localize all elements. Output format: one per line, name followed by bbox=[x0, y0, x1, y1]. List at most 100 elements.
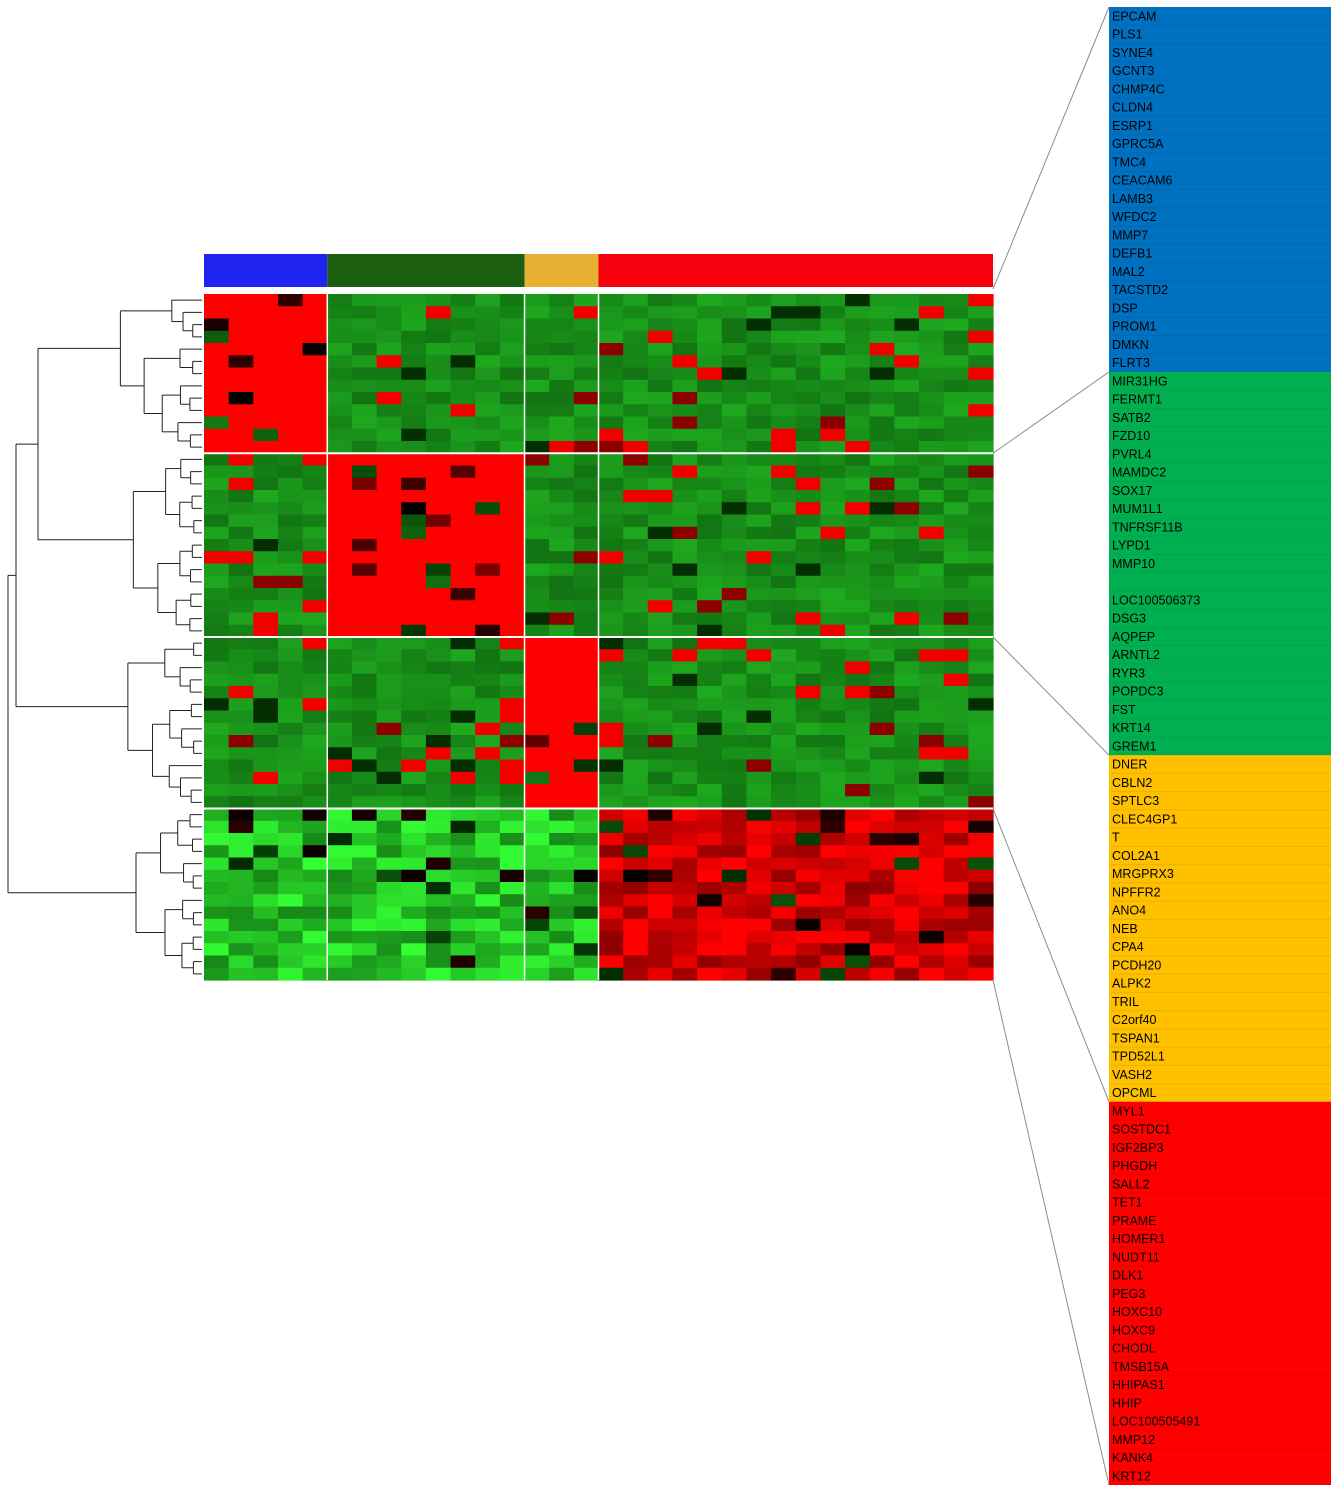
heatmap-cell bbox=[845, 661, 871, 675]
heatmap-cell bbox=[450, 318, 476, 332]
heatmap-cell bbox=[869, 428, 895, 442]
gene-label: PEG3 bbox=[1112, 1287, 1145, 1301]
heatmap-cell bbox=[573, 955, 600, 969]
heatmap-cell bbox=[894, 318, 920, 332]
heatmap-cell bbox=[697, 673, 723, 687]
heatmap-cell bbox=[894, 869, 920, 883]
heatmap-cell bbox=[795, 575, 822, 589]
heatmap-cell bbox=[450, 931, 476, 944]
heatmap-cell bbox=[524, 428, 550, 442]
heatmap-cell bbox=[598, 808, 624, 822]
heatmap-cell bbox=[697, 894, 723, 908]
heatmap-cell bbox=[475, 649, 501, 663]
heatmap-cell bbox=[425, 637, 452, 650]
heatmap-cell bbox=[672, 882, 698, 895]
heatmap-cell bbox=[647, 808, 674, 822]
heatmap-cell bbox=[549, 943, 575, 957]
heatmap-cell bbox=[351, 453, 378, 467]
heatmap-cell bbox=[351, 575, 378, 589]
heatmap-cell bbox=[968, 575, 994, 589]
heatmap-cell bbox=[721, 722, 748, 736]
heatmap-cell bbox=[376, 649, 402, 663]
heatmap-cell bbox=[697, 710, 723, 724]
heatmap-cell bbox=[894, 796, 920, 810]
heatmap-cell bbox=[277, 453, 304, 467]
heatmap-cell bbox=[204, 845, 230, 859]
heatmap-cell bbox=[721, 526, 748, 540]
heatmap-cell bbox=[204, 465, 230, 479]
heatmap-cell bbox=[869, 820, 895, 834]
heatmap-cell bbox=[623, 735, 649, 748]
heatmap-cell bbox=[549, 894, 575, 908]
heatmap-cell bbox=[919, 318, 945, 332]
heatmap-cell bbox=[647, 563, 674, 577]
heatmap-cell bbox=[573, 820, 600, 834]
heatmap-cell bbox=[623, 404, 649, 418]
gene-label: TSPAN1 bbox=[1112, 1031, 1160, 1045]
heatmap-cell bbox=[795, 502, 822, 516]
heatmap-cell bbox=[721, 759, 748, 773]
heatmap-cell bbox=[204, 833, 230, 846]
heatmap-cell bbox=[401, 502, 427, 516]
heatmap-cell bbox=[253, 563, 279, 577]
heatmap-cell bbox=[253, 967, 279, 981]
heatmap-cell bbox=[968, 465, 994, 479]
heatmap-cell bbox=[524, 465, 550, 479]
heatmap-cell bbox=[204, 857, 230, 871]
gene-label: LYPD1 bbox=[1112, 539, 1151, 553]
heatmap-cell bbox=[598, 477, 624, 491]
heatmap-cell bbox=[327, 747, 353, 761]
heatmap-cell bbox=[351, 588, 378, 601]
heatmap-cell bbox=[721, 845, 748, 859]
heatmap-cell bbox=[845, 367, 871, 381]
gene-label: TET1 bbox=[1112, 1196, 1143, 1210]
heatmap-cell bbox=[401, 294, 427, 307]
heatmap-cell bbox=[425, 796, 452, 810]
heatmap-cell bbox=[919, 673, 945, 687]
heatmap-cell bbox=[894, 710, 920, 724]
heatmap-cell bbox=[869, 453, 895, 467]
heatmap-cell bbox=[351, 343, 378, 356]
heatmap-cell bbox=[401, 882, 427, 895]
heatmap-cell bbox=[425, 771, 452, 785]
heatmap-cell bbox=[746, 477, 772, 491]
heatmap-cell bbox=[845, 502, 871, 516]
heatmap-cell bbox=[672, 771, 698, 785]
heatmap-cell bbox=[771, 367, 797, 381]
heatmap-cell bbox=[919, 428, 945, 442]
heatmap-cell bbox=[919, 575, 945, 589]
heatmap-cell bbox=[771, 869, 797, 883]
gene-label: DSG3 bbox=[1112, 612, 1146, 626]
heatmap-cell bbox=[573, 686, 600, 699]
heatmap-cell bbox=[253, 355, 279, 369]
heatmap-cell bbox=[351, 379, 378, 393]
heatmap-cell bbox=[524, 771, 550, 785]
heatmap-cell bbox=[598, 514, 624, 528]
heatmap-cell bbox=[919, 698, 945, 712]
heatmap-cell bbox=[253, 649, 279, 663]
heatmap-cell bbox=[623, 931, 649, 944]
heatmap-cell bbox=[401, 588, 427, 601]
heatmap-cell bbox=[253, 820, 279, 834]
heatmap-cell bbox=[647, 637, 674, 650]
heatmap-cell bbox=[894, 514, 920, 528]
heatmap-cell bbox=[968, 967, 994, 981]
heatmap-cell bbox=[795, 943, 822, 957]
heatmap-cell bbox=[253, 379, 279, 393]
heatmap-cell bbox=[598, 943, 624, 957]
heatmap-cell bbox=[746, 526, 772, 540]
heatmap-cell bbox=[795, 294, 822, 307]
heatmap-cell bbox=[697, 906, 723, 920]
heatmap-cell bbox=[475, 367, 501, 381]
heatmap-cell bbox=[524, 833, 550, 846]
heatmap-cell bbox=[499, 306, 526, 320]
heatmap-cell bbox=[401, 894, 427, 908]
heatmap-cell bbox=[573, 833, 600, 846]
heatmap-cell bbox=[869, 796, 895, 810]
heatmap-cell bbox=[746, 404, 772, 418]
heatmap-cell bbox=[524, 796, 550, 810]
heatmap-cell bbox=[746, 294, 772, 307]
heatmap-cell bbox=[672, 845, 698, 859]
heatmap-cell bbox=[968, 490, 994, 503]
heatmap-cell bbox=[697, 588, 723, 601]
